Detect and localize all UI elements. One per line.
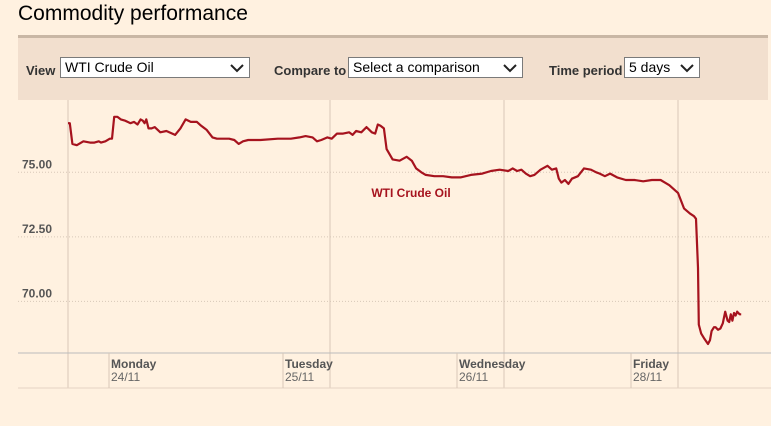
chevron-down-icon <box>503 64 517 73</box>
x-tick-label-date: 28/11 <box>633 370 662 384</box>
x-tick-label-date: 24/11 <box>111 370 140 384</box>
page-title: Commodity performance <box>18 2 248 25</box>
period-select[interactable]: 5 days <box>624 57 700 78</box>
chevron-down-icon <box>230 64 244 73</box>
compare-select-value: Select a comparison <box>353 59 480 75</box>
compare-select[interactable]: Select a comparison <box>348 57 523 78</box>
x-tick-label-day: Friday <box>633 357 669 371</box>
chart-grid <box>18 100 771 388</box>
series-line-wti-crude-oil <box>68 115 742 346</box>
x-tick-label-day: Tuesday <box>285 357 333 371</box>
y-tick-label: 75.00 <box>22 157 52 171</box>
y-tick-label: 72.50 <box>22 222 52 236</box>
x-tick-label-day: Wednesday <box>459 357 526 371</box>
series-label: WTI Crude Oil <box>371 186 450 200</box>
x-tick-label-date: 26/11 <box>459 370 488 384</box>
y-tick-label: 70.00 <box>22 286 52 300</box>
chevron-down-icon <box>680 64 694 73</box>
period-label: Time period <box>549 63 623 78</box>
view-select[interactable]: WTI Crude Oil <box>60 57 250 78</box>
price-chart: Monday 24/11 Tuesday 25/11 Wednesday 26/11 Fri… <box>18 100 771 400</box>
x-tick-label-day: Monday <box>111 357 157 371</box>
view-select-value: WTI Crude Oil <box>65 59 154 75</box>
period-select-value: 5 days <box>629 59 671 75</box>
compare-label: Compare to <box>274 63 347 78</box>
view-label: View <box>26 63 56 78</box>
y-axis: 75.00 72.50 70.00 <box>22 157 52 300</box>
chart-controls: View WTI Crude Oil Compare to Select a c… <box>18 35 768 100</box>
x-tick-label-date: 25/11 <box>285 370 314 384</box>
